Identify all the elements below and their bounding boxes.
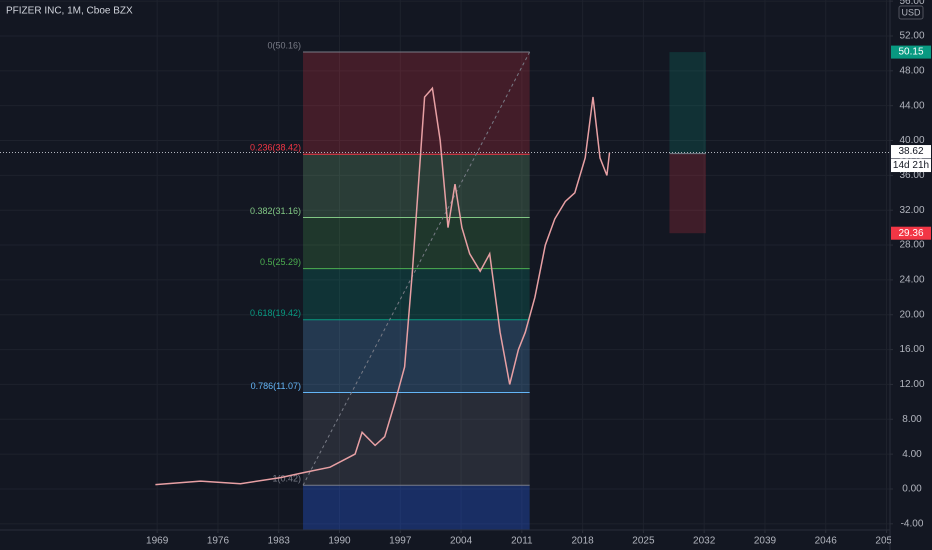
y-tick-label: 36.00 <box>899 170 924 181</box>
y-tick-label: 52.00 <box>899 31 924 42</box>
y-tick-label: 16.00 <box>899 344 924 355</box>
fib-label: 1(0.42) <box>273 474 302 484</box>
target-tag-box <box>891 45 931 59</box>
fib-label: 0.382(31.16) <box>250 206 301 216</box>
x-tick-label: 2046 <box>815 536 838 547</box>
fib-zone <box>303 392 530 486</box>
stop-tag: 29.36 <box>898 228 923 239</box>
currency-box <box>898 5 924 20</box>
fib-label: 0(50.16) <box>268 40 302 50</box>
x-tick-label: 1990 <box>328 536 351 547</box>
fib-zone <box>303 52 530 155</box>
y-tick-label: 28.00 <box>899 240 924 251</box>
y-tick-label: 56.00 <box>899 0 924 7</box>
fib-label: 0.618(19.42) <box>250 308 301 318</box>
x-tick-label: 1976 <box>207 536 230 547</box>
y-tick-label: 24.00 <box>899 275 924 286</box>
currency: USD <box>901 7 921 17</box>
x-tick-label: 2018 <box>571 536 594 547</box>
chart-title: PFIZER INC, 1M, Cboe BZX <box>6 6 133 17</box>
x-tick-label: 2011 <box>511 536 533 547</box>
x-tick-label: 1997 <box>389 536 412 547</box>
y-tick-label: 8.00 <box>902 414 922 425</box>
stop-tag-box <box>891 226 931 240</box>
x-tick-label: 2053 <box>875 536 898 547</box>
x-tick-label: 2039 <box>754 536 777 547</box>
y-tick-label: 12.00 <box>899 379 924 390</box>
countdown-tag-box <box>891 159 931 173</box>
position-stop <box>669 153 706 234</box>
x-tick-label: 2025 <box>632 536 655 547</box>
plot: 0(50.16) 0.236(38.42) 0.382(31.16) 0.5(25.2… <box>0 0 890 530</box>
target-tag: 50.15 <box>898 47 923 58</box>
price-line <box>155 86 611 486</box>
x-tick-label: 2004 <box>450 536 473 547</box>
y-tick-label: 0.00 <box>902 484 922 495</box>
fib-zone <box>303 268 530 320</box>
y-tick-label: 48.00 <box>899 65 924 76</box>
fib-zone <box>303 217 530 269</box>
y-tick-label: 4.00 <box>902 449 922 460</box>
y-tick-label: 44.00 <box>899 100 924 111</box>
fib-label: 0.5(25.29) <box>260 257 301 267</box>
fib-zone <box>303 319 530 393</box>
fib-label: 0.786(11.07) <box>251 381 301 391</box>
y-tick-label: -4.00 <box>901 518 924 529</box>
price-axis-cover <box>891 531 932 550</box>
position-target <box>669 52 706 154</box>
last-price-tag: 38.62 <box>898 146 923 157</box>
price-axis <box>890 0 932 550</box>
countdown-tag: 14d 21h <box>893 160 929 171</box>
last-price-tag-box <box>891 145 931 159</box>
fib-zone <box>303 485 530 530</box>
x-tick-label: 1969 <box>146 536 169 547</box>
fib-label: 0.236(38.42) <box>250 143 301 153</box>
x-tick-label: 1983 <box>268 536 291 547</box>
x-tick-label: 2032 <box>693 536 716 547</box>
y-tick-label: 40.00 <box>899 135 924 146</box>
y-tick-label: 32.00 <box>899 205 924 216</box>
y-tick-label: 20.00 <box>899 309 924 320</box>
